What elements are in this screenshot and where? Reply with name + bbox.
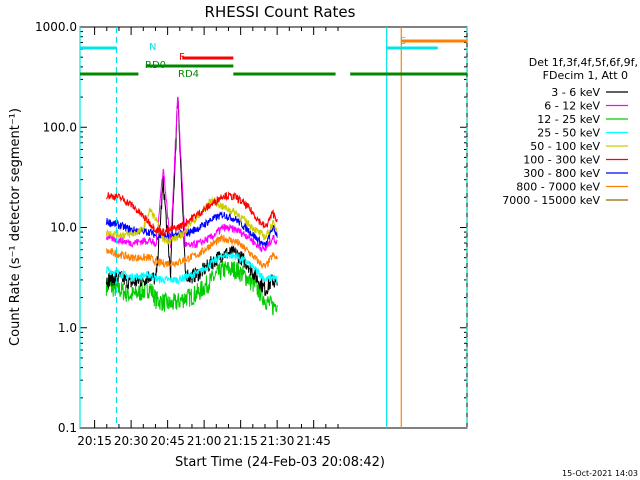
series-line-300-800-keV: [105, 211, 278, 248]
legend-entry-label: 100 - 300 keV: [523, 154, 600, 167]
plot-area: 0.1 1.0 10.0 100.0 1000.0 20:15 20:30 20:45 21:0…: [35, 20, 468, 448]
legend: Det 1f,3f,4f,5f,6f,9f,FDecim 1, Att 0 3 -…: [502, 56, 638, 207]
plot-frame: [79, 26, 468, 429]
y-tick-label: 100.0: [43, 120, 77, 134]
legend-entry-label: 800 - 7000 keV: [516, 181, 600, 194]
footer-date: 15-Oct-2021 14:03: [562, 469, 638, 478]
series-line-3-6-keV: [105, 96, 278, 297]
y-tick-label: 0.1: [58, 421, 77, 435]
annotation-label-f: F: [179, 52, 185, 63]
series-line-6-12-keV: [105, 96, 278, 253]
legend-entry-label: 50 - 100 keV: [530, 140, 600, 153]
legend-entry-label: 7000 - 15000 keV: [502, 194, 600, 207]
x-axis-label: Start Time (24-Feb-03 20:08:42): [175, 455, 385, 470]
x-tick-label: 20:15: [77, 434, 112, 448]
y-axis-label: Count Rate (s⁻¹ detector segment⁻¹): [8, 108, 23, 346]
annotation-label-rd4: RD4: [178, 69, 199, 80]
legend-entry-label: 25 - 50 keV: [537, 127, 600, 140]
y-tick-label: 1.0: [58, 321, 77, 335]
series-line-100-300-keV: [105, 191, 278, 236]
legend-entry-label: 3 - 6 keV: [551, 86, 600, 99]
series-line-12-25-keV: [105, 261, 278, 316]
series-line-800-7000-keV: [105, 233, 278, 270]
legend-entry-label: 12 - 25 keV: [537, 113, 600, 126]
x-tick-label: 21:30: [260, 434, 295, 448]
legend-title-line: FDecim 1, Att 0: [543, 69, 628, 82]
chart-title: RHESSI Count Rates: [205, 3, 356, 21]
x-tick-label: 20:45: [150, 434, 185, 448]
x-tick-label: 21:15: [223, 434, 258, 448]
x-tick-label: 21:00: [187, 434, 222, 448]
x-tick-label: 20:30: [114, 434, 149, 448]
x-tick-label: 21:45: [296, 434, 331, 448]
y-tick-label: 1000.0: [35, 20, 77, 34]
legend-title-line: Det 1f,3f,4f,5f,6f,9f,: [529, 56, 638, 69]
annotation-label-n: N: [149, 42, 156, 53]
y-tick-label: 10.0: [50, 221, 77, 235]
legend-entry-label: 6 - 12 keV: [544, 100, 600, 113]
legend-entry-label: 300 - 800 keV: [523, 167, 600, 180]
annotation-label-rd0: RD0: [145, 60, 166, 71]
series-line-25-50-keV: [105, 252, 278, 286]
